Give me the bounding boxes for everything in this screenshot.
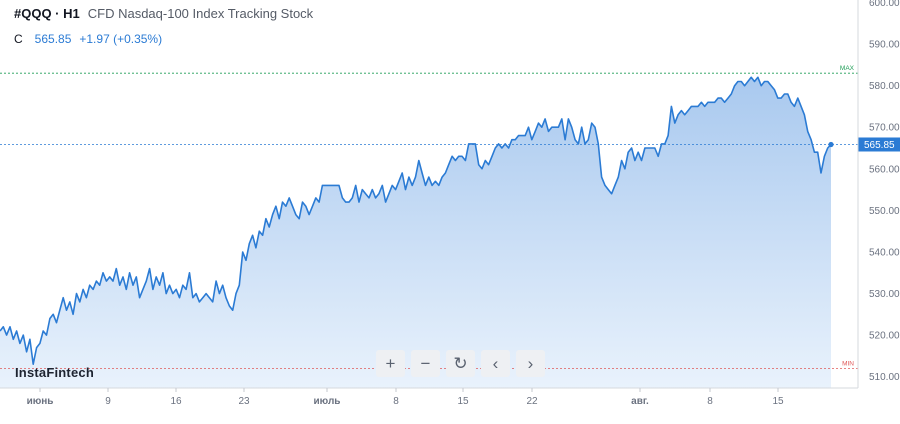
scroll-right-button[interactable]: › [516,350,545,377]
symbol-label[interactable]: #QQQ · H1 [14,6,80,21]
y-tick-label: 600.00 [869,0,900,9]
x-tick-label: 8 [393,396,399,407]
close-value: 565.85 [34,32,72,46]
y-tick-label: 550.00 [869,206,900,217]
x-tick-label: авг. [631,396,649,407]
zoom-in-button[interactable]: + [376,350,405,377]
x-tick-label: 16 [170,396,182,407]
axes: 510.00 520.00 530.00 540.00 550.00 560.00 570.… [0,0,900,407]
x-tick-label: 15 [457,396,469,407]
x-tick-label: июль [314,396,341,407]
x-tick-label: 8 [707,396,713,407]
y-tick-label: 580.00 [869,81,900,92]
x-tick-label: июнь [27,396,54,407]
y-tick-label: 540.00 [869,247,900,258]
x-tick-label: 9 [105,396,111,407]
brand-logo: InstaFintech [15,365,94,380]
x-tick-label: 22 [526,396,538,407]
y-tick-label: 530.00 [869,289,900,300]
series-area [0,77,831,389]
instrument-description: CFD Nasdaq-100 Index Tracking Stock [87,6,314,21]
y-tick-label: 570.00 [869,123,900,134]
y-tick-label: 510.00 [869,372,900,383]
last-point-marker [828,141,834,148]
x-tick-label: 15 [772,396,784,407]
scroll-left-button[interactable]: ‹ [481,350,510,377]
close-label: C [14,32,23,46]
y-tick-label: 560.00 [869,164,900,175]
last-price-tag [858,137,900,152]
area-fill [0,77,831,389]
chart-header: #QQQ · H1 CFD Nasdaq-100 Index Tracking … [14,6,313,47]
y-tick-label: 520.00 [869,331,900,342]
zoom-out-button[interactable]: − [411,350,440,377]
price-change: +1.97 (+0.35%) [79,32,163,46]
reset-button[interactable]: ↻ [446,350,475,377]
chart-toolbar: + − ↻ ‹ › [376,350,545,377]
last-price-label: 565.85 [864,140,895,151]
max-label: MAX [840,65,855,72]
min-label: MIN [842,360,854,367]
series-line [0,76,832,365]
y-tick-label: 590.00 [869,40,900,51]
price-line [0,76,834,365]
x-tick-label: 23 [238,396,250,407]
